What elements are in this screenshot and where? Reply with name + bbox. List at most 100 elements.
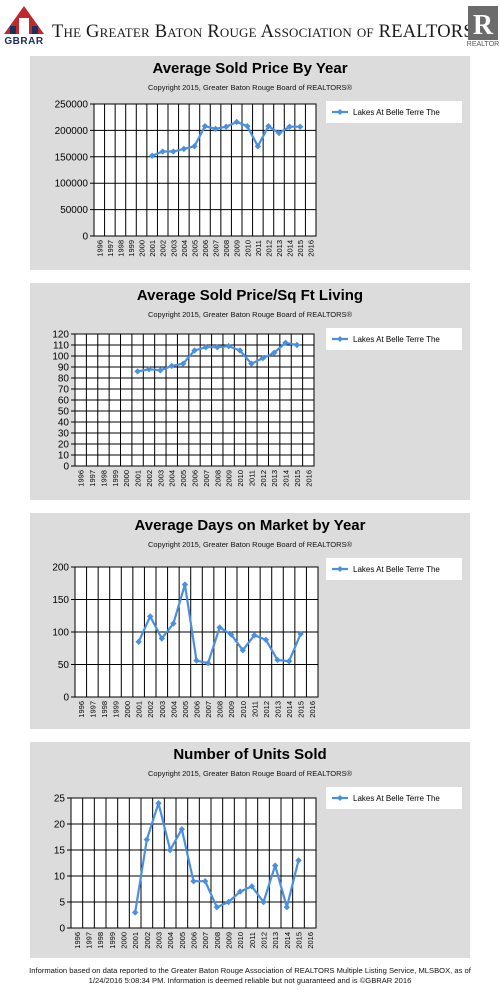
x-tick-label: 2005 <box>179 470 188 487</box>
data-point <box>180 145 188 153</box>
data-point <box>282 339 289 346</box>
y-tick-label: 20 <box>58 440 70 451</box>
x-tick-label: 2004 <box>168 470 177 487</box>
x-tick-label: 2012 <box>260 932 269 949</box>
x-tick-label: 2015 <box>293 470 302 487</box>
x-tick-label: 2000 <box>122 470 131 487</box>
y-tick-label: 25 <box>54 794 66 805</box>
legend-marker <box>337 566 343 572</box>
x-tick-label: 2015 <box>295 932 304 949</box>
door-shape <box>19 18 29 34</box>
window-shape <box>32 26 38 34</box>
x-tick-label: 2003 <box>169 240 178 257</box>
y-tick-label: 90 <box>58 363 70 374</box>
data-point <box>179 360 187 367</box>
x-tick-label: 2013 <box>271 932 280 949</box>
data-point <box>148 152 156 159</box>
chart-panel-units-sold: Number of Units Sold Copyright 2015, Grea… <box>30 742 470 958</box>
units-sold-chart: Number of Units Sold Copyright 2015, Grea… <box>54 746 462 949</box>
x-tick-label: 2001 <box>148 240 157 257</box>
x-tick-label: 2009 <box>227 701 236 718</box>
x-tick-label: 2008 <box>213 932 222 949</box>
chart-panel-days-on-market: Average Days on Market by Year Copyright … <box>30 513 470 729</box>
data-point <box>212 125 219 133</box>
realtor-logo-block <box>468 6 498 40</box>
legend-box <box>326 558 462 580</box>
data-point <box>159 148 166 155</box>
x-tick-label: 2016 <box>307 240 316 257</box>
x-tick-label: 2002 <box>145 470 154 487</box>
data-point <box>158 635 165 642</box>
data-point <box>135 638 142 645</box>
average-sold-price-chart: Average Sold Price By Year Copyright 2015… <box>55 60 462 257</box>
chart-subtitle: Copyright 2015, Greater Baton Rouge Boar… <box>148 83 353 92</box>
realtor-logo-letter: R <box>473 10 494 41</box>
data-point <box>191 143 198 150</box>
y-tick-label: 20 <box>54 820 66 831</box>
data-point <box>244 122 251 130</box>
x-tick-label: 2009 <box>233 240 242 257</box>
x-tick-label: 2002 <box>159 240 168 257</box>
x-tick-label: 2001 <box>135 701 144 718</box>
y-tick-label: 80 <box>58 374 70 385</box>
x-tick-label: 2010 <box>243 240 252 257</box>
x-tick-label: 2000 <box>120 932 129 949</box>
y-tick-label: 10 <box>58 451 70 462</box>
x-tick-label: 2008 <box>216 701 225 718</box>
data-point <box>259 355 266 362</box>
y-tick-label: 40 <box>58 418 70 429</box>
realtor-caption: REALTOR <box>466 41 500 48</box>
x-tick-label: 2013 <box>274 701 283 718</box>
x-tick-label: 2012 <box>264 240 273 257</box>
x-tick-label: 2010 <box>239 701 248 718</box>
data-point <box>286 123 293 130</box>
x-tick-label: 2016 <box>306 932 315 949</box>
legend-marker <box>337 795 343 801</box>
y-tick-label: 50000 <box>60 205 88 216</box>
logo-caption: GBRAR <box>4 36 44 47</box>
x-tick-label: 1997 <box>88 701 97 718</box>
x-tick-label: 2003 <box>156 470 165 487</box>
x-tick-label: 2012 <box>262 701 271 718</box>
x-tick-label: 2011 <box>247 470 256 486</box>
data-point <box>166 846 174 854</box>
legend-label: Lakes At Belle Terre The <box>353 794 440 803</box>
y-tick-label: 0 <box>82 232 88 243</box>
days-on-market-chart: Average Days on Market by Year Copyright … <box>52 517 462 718</box>
x-tick-label: 2016 <box>308 701 317 718</box>
y-tick-label: 0 <box>59 924 65 935</box>
x-tick-label: 2014 <box>283 932 292 949</box>
x-tick-label: 2011 <box>250 701 259 717</box>
data-point <box>265 122 272 130</box>
chart-title: Average Sold Price/Sq Ft Living <box>137 287 363 304</box>
chart-subtitle: Copyright 2015, Greater Baton Rouge Boar… <box>148 540 353 549</box>
legend-label: Lakes At Belle Terre The <box>353 565 440 574</box>
data-point <box>168 362 175 370</box>
y-tick-label: 0 <box>63 462 69 473</box>
x-tick-label: 2004 <box>180 240 189 257</box>
chart-title: Average Sold Price By Year <box>152 60 347 77</box>
chart-panel-average-sold-price: Average Sold Price By Year Copyright 2015… <box>30 56 470 270</box>
data-point <box>293 341 301 349</box>
data-point <box>222 123 230 130</box>
x-tick-label: 2015 <box>297 701 306 718</box>
y-tick-label: 50 <box>58 407 70 418</box>
disclaimer-line: Information based on data reported to th… <box>29 966 471 975</box>
data-point <box>134 368 141 375</box>
legend-box <box>326 787 462 809</box>
x-tick-label: 1999 <box>111 470 120 487</box>
legend-marker <box>337 109 343 115</box>
y-tick-label: 30 <box>58 429 70 440</box>
data-point <box>214 344 221 351</box>
x-tick-label: 2002 <box>146 701 155 718</box>
x-tick-label: 2008 <box>222 240 231 257</box>
x-tick-label: 2014 <box>286 240 295 257</box>
data-point <box>275 129 283 137</box>
chart-panel-price-per-sqft: Average Sold Price/Sq Ft Living Copyright… <box>30 283 470 500</box>
plot-border <box>93 103 317 237</box>
data-point <box>296 123 304 130</box>
x-tick-label: 2012 <box>259 470 268 487</box>
plot-border <box>74 333 315 467</box>
x-tick-label: 2005 <box>181 701 190 718</box>
disclaimer-footer: Information based on data reported to th… <box>0 966 500 986</box>
